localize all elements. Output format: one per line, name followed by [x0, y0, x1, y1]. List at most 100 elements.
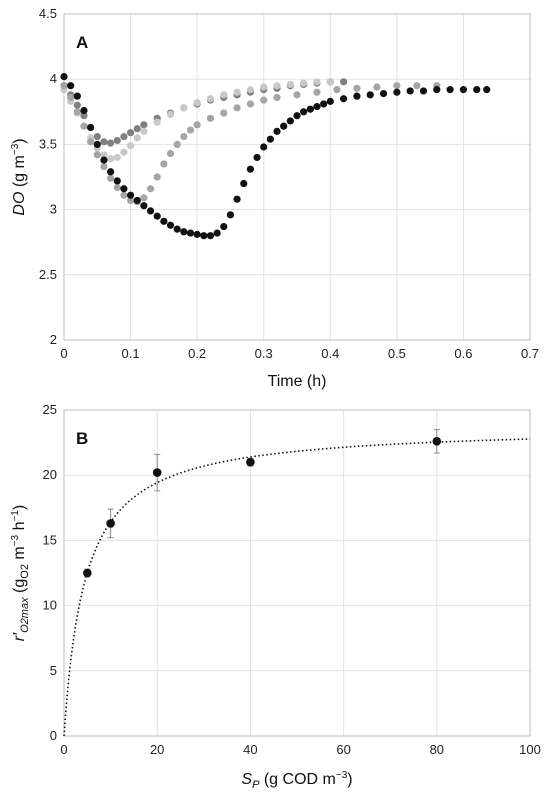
data-point [73, 92, 81, 100]
data-point [293, 112, 301, 120]
y-tick-label: 15 [43, 532, 57, 547]
data-point [313, 78, 321, 86]
data-point [126, 129, 135, 137]
data-point [206, 114, 215, 122]
data-point [253, 153, 261, 162]
data-point [106, 519, 115, 528]
x-tick-label: 100 [519, 742, 541, 757]
data-point [473, 86, 481, 94]
y-tick-label: 3 [50, 202, 57, 217]
data-point [133, 196, 141, 205]
chart-b-x-axis-label: SP (g COD m−3) [241, 770, 352, 791]
data-point [87, 123, 95, 132]
data-point [80, 106, 88, 115]
x-tick-label: 40 [243, 742, 257, 757]
data-point [240, 179, 248, 188]
chart-b-plot-frame [63, 409, 531, 737]
y-tick-label: 0 [50, 728, 57, 743]
data-point [313, 88, 321, 96]
data-point [260, 96, 268, 104]
data-point [246, 165, 254, 173]
data-point [83, 568, 92, 578]
data-point [140, 194, 148, 202]
data-point [73, 101, 81, 109]
chart-b-points [83, 429, 442, 578]
x-tick-label: 20 [150, 742, 164, 757]
series-3 [60, 82, 441, 206]
y-tick-label: 20 [43, 467, 57, 482]
x-tick-label: 0.3 [255, 346, 273, 361]
data-point [67, 82, 75, 90]
data-point [373, 83, 381, 91]
data-point [140, 202, 148, 210]
data-point [100, 151, 108, 159]
data-point [393, 88, 401, 96]
data-point [126, 191, 135, 199]
y-tick-label: 5 [50, 663, 57, 678]
x-tick-label: 0.4 [321, 346, 339, 361]
data-point [153, 212, 161, 220]
data-point [483, 86, 491, 94]
chart-b: 0 5 10 15 20 25 0 20 40 60 80 100 B SP (g COD m−3)… [10, 402, 541, 791]
data-point [100, 138, 108, 146]
x-tick-label: 80 [430, 742, 444, 757]
data-point [193, 99, 201, 107]
data-point [133, 134, 141, 142]
data-point [113, 153, 121, 162]
data-point [93, 132, 101, 141]
series-4 [60, 72, 491, 240]
data-point [180, 104, 188, 112]
chart-a: 2 2.5 3 3.5 4 4.5 0 0.1 0.2 0.3 0.4 0.5 0.6 0.7 A Ti… [10, 6, 539, 390]
data-point [80, 112, 88, 120]
data-point [146, 207, 155, 215]
x-tick-label: 0.6 [454, 346, 472, 361]
x-tick-label: 0 [60, 346, 67, 361]
data-point [340, 78, 348, 86]
data-point [246, 86, 254, 94]
data-point [300, 108, 308, 116]
chart-a-x-axis-label: Time (h) [268, 373, 327, 390]
chart-a-y-axis-label: DO (g m−3) [10, 138, 28, 215]
data-point [100, 156, 108, 164]
data-point [353, 92, 361, 100]
y-tick-label: 2 [50, 332, 57, 347]
data-point [166, 110, 175, 119]
data-point [173, 225, 181, 233]
chart-a-y-ticks: 2 2.5 3 3.5 4 4.5 [39, 6, 57, 347]
data-point [140, 121, 148, 129]
data-point [120, 185, 128, 193]
data-point [126, 196, 135, 205]
data-point [233, 104, 241, 112]
chart-a-series [60, 72, 491, 240]
data-point [113, 183, 121, 192]
data-point [213, 229, 221, 237]
data-point [273, 82, 281, 90]
y-tick-label: 25 [43, 402, 57, 417]
data-point [459, 86, 468, 94]
data-point [286, 80, 294, 89]
data-point [100, 162, 108, 171]
y-tick-label: 4 [50, 71, 57, 86]
x-tick-label: 60 [336, 742, 350, 757]
y-tick-label: 10 [43, 598, 57, 613]
data-point [293, 91, 301, 99]
data-point [126, 142, 135, 150]
data-point [419, 87, 428, 95]
data-point [140, 127, 148, 135]
data-point [260, 143, 268, 151]
data-point [107, 139, 115, 147]
data-point [206, 95, 215, 103]
data-point [246, 100, 254, 108]
data-point [93, 151, 101, 159]
data-point [160, 160, 168, 168]
chart-a-x-ticks: 0 0.1 0.2 0.3 0.4 0.5 0.6 0.7 [60, 346, 539, 361]
chart-b-y-axis-label: r′O2max (gO2 m−3 h−1) [10, 505, 31, 641]
chart-b-fit-curve [63, 438, 531, 737]
data-point [186, 229, 195, 237]
data-point [220, 222, 228, 231]
data-point [333, 86, 341, 94]
data-point [120, 191, 128, 199]
data-point [120, 148, 128, 156]
data-point [180, 228, 188, 236]
data-point [206, 232, 215, 240]
